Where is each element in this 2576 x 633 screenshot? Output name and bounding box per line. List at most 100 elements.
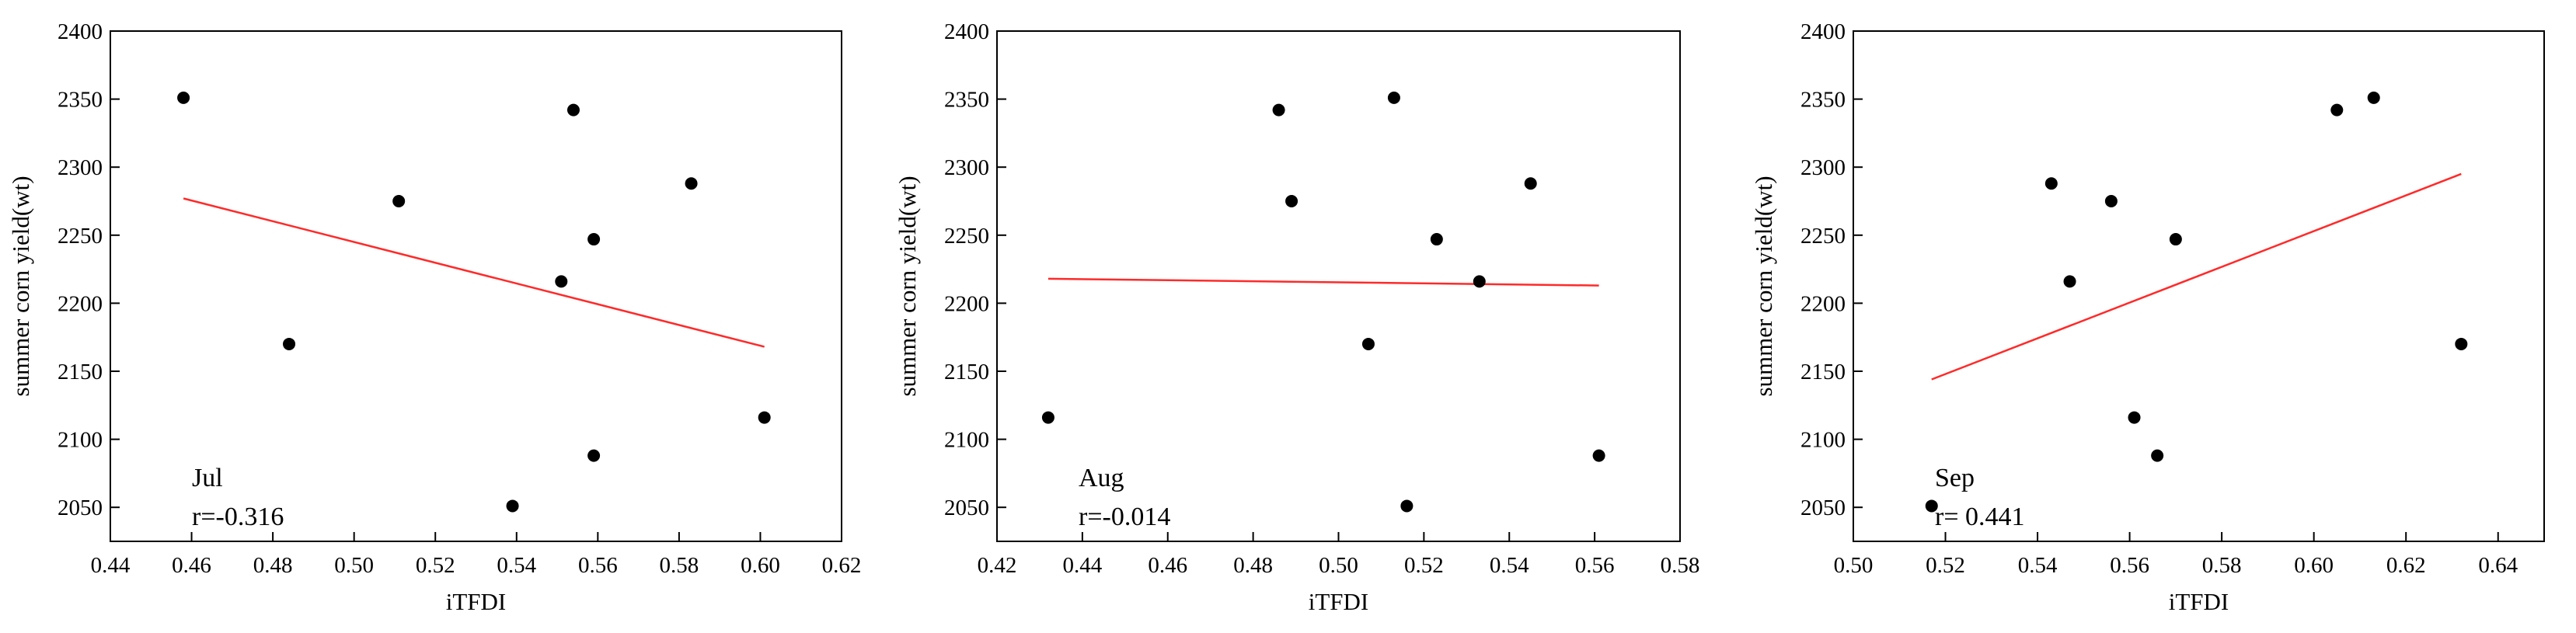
data-point <box>2367 91 2380 104</box>
y-tick-label: 2350 <box>944 88 989 113</box>
x-tick-label: 0.42 <box>978 553 1017 578</box>
y-tick-label: 2100 <box>944 428 989 453</box>
data-point <box>1387 91 1400 104</box>
data-point <box>177 91 190 104</box>
x-axis-title: iTFDI <box>2169 588 2229 615</box>
data-point <box>2044 177 2058 190</box>
y-tick-label: 2300 <box>1800 155 1846 180</box>
y-tick-label: 2350 <box>58 88 103 113</box>
x-tick-label: 0.50 <box>334 553 374 578</box>
x-tick-label: 0.62 <box>2386 553 2426 578</box>
x-tick-label: 0.56 <box>1575 553 1615 578</box>
x-tick-label: 0.46 <box>1148 553 1187 578</box>
y-tick-label: 2050 <box>944 496 989 520</box>
x-tick-label: 0.56 <box>578 553 618 578</box>
y-tick-label: 2200 <box>58 291 103 316</box>
y-tick-label: 2100 <box>1800 428 1846 453</box>
x-tick-label: 0.46 <box>172 553 211 578</box>
data-point <box>1361 337 1375 350</box>
y-tick-label: 2150 <box>1800 360 1846 384</box>
x-tick-label: 0.52 <box>1926 553 1965 578</box>
data-point <box>392 195 406 207</box>
data-point <box>1473 275 1486 288</box>
y-tick-label: 2400 <box>1800 19 1846 44</box>
x-axis-title: iTFDI <box>446 588 507 615</box>
x-tick-label: 0.50 <box>1319 553 1358 578</box>
y-tick-label: 2100 <box>58 428 103 453</box>
y-tick-label: 2150 <box>58 360 103 384</box>
data-point <box>2151 449 2164 462</box>
x-tick-label: 0.44 <box>91 553 131 578</box>
annotation-correlation: r=-0.014 <box>1079 503 1170 531</box>
y-tick-label: 2150 <box>944 360 989 384</box>
data-point <box>555 275 568 288</box>
annotation-correlation: r=-0.316 <box>192 503 284 531</box>
data-point <box>1430 233 1443 246</box>
y-tick-label: 2250 <box>944 224 989 249</box>
data-point <box>1925 499 1938 513</box>
trend-line <box>1047 277 1599 287</box>
data-point <box>2128 411 2141 424</box>
y-axis-title: summer corn yield(wt) <box>7 176 34 396</box>
plot-frame <box>110 30 842 542</box>
x-tick-label: 0.48 <box>1233 553 1273 578</box>
annotation-correlation: r= 0.441 <box>1935 503 2025 531</box>
y-tick-label: 2050 <box>1800 496 1846 520</box>
trend-line <box>1931 172 2462 381</box>
x-tick-label: 0.58 <box>2202 553 2242 578</box>
y-axis-title: summer corn yield(wt) <box>1750 176 1777 396</box>
trend-line <box>183 197 765 348</box>
annotation-month: Aug <box>1079 464 1124 492</box>
x-axis-title: iTFDI <box>1309 588 1369 615</box>
x-tick-label: 0.58 <box>1661 553 1700 578</box>
y-tick-label: 2400 <box>944 19 989 44</box>
data-point <box>587 449 601 462</box>
y-tick-label: 2250 <box>1800 224 1846 249</box>
chart-panel-2: 0.42 0.44 0.46 0.48 0.50 0.52 0.54 0.56 0.58 2050… <box>894 19 1699 615</box>
x-tick-label: 0.56 <box>2110 553 2149 578</box>
x-tick-label: 0.64 <box>2478 553 2518 578</box>
data-point <box>1272 103 1285 117</box>
data-point <box>566 103 580 117</box>
x-tick-label: 0.60 <box>741 553 780 578</box>
data-point <box>587 233 601 246</box>
data-point <box>2455 337 2468 350</box>
y-tick-label: 2300 <box>58 155 103 180</box>
y-tick-label: 2050 <box>58 496 103 520</box>
annotation-month: Sep <box>1935 464 1975 492</box>
data-point <box>2169 233 2182 246</box>
data-point <box>283 337 296 350</box>
chart-panel-3: 0.50 0.52 0.54 0.56 0.58 0.60 0.62 0.64 2050 2100… <box>1750 19 2545 615</box>
annotation-month: Jul <box>192 464 223 492</box>
y-axis-title: summer corn yield(wt) <box>894 176 921 396</box>
data-point <box>2063 275 2076 288</box>
y-tick-label: 2200 <box>944 291 989 316</box>
data-point <box>1285 195 1298 207</box>
plot-frame <box>1853 30 2545 542</box>
data-point <box>506 499 519 513</box>
x-tick-label: 0.54 <box>497 553 536 578</box>
y-tick-label: 2350 <box>1800 88 1846 113</box>
data-point <box>1041 411 1054 424</box>
x-tick-label: 0.52 <box>416 553 455 578</box>
x-tick-label: 0.44 <box>1063 553 1103 578</box>
x-tick-label: 0.48 <box>253 553 293 578</box>
chart-panel-1: 0.44 0.46 0.48 0.50 0.52 0.54 0.56 0.58 0.60 0.62… <box>7 19 861 615</box>
data-point <box>2330 103 2344 117</box>
data-point <box>685 177 698 190</box>
x-tick-label: 0.54 <box>1490 553 1529 578</box>
x-tick-label: 0.52 <box>1404 553 1444 578</box>
data-point <box>2104 195 2118 207</box>
y-tick-label: 2400 <box>58 19 103 44</box>
data-point <box>1592 449 1605 462</box>
y-tick-label: 2300 <box>944 155 989 180</box>
x-tick-label: 0.50 <box>1834 553 1874 578</box>
x-tick-label: 0.62 <box>822 553 862 578</box>
data-point <box>1400 499 1413 513</box>
y-tick-label: 2250 <box>58 224 103 249</box>
data-point <box>1524 177 1537 190</box>
x-tick-label: 0.60 <box>2294 553 2334 578</box>
data-point <box>758 411 771 424</box>
y-tick-label: 2200 <box>1800 291 1846 316</box>
